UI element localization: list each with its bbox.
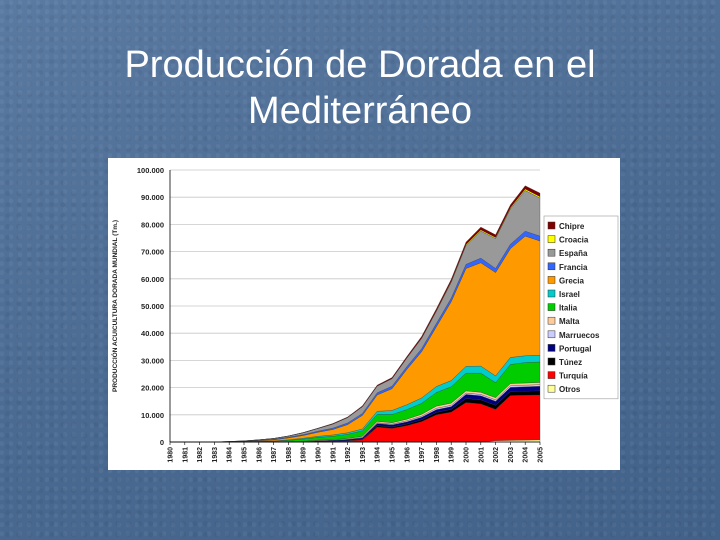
y-tick-label: 60.000: [141, 275, 164, 284]
legend-swatch: [547, 371, 556, 379]
x-tick-label: 1985: [242, 447, 249, 463]
legend-swatch: [547, 276, 556, 284]
legend-swatch: [547, 262, 556, 271]
x-tick-label: 1989: [301, 447, 308, 463]
stacked-area-chart: PRODUCCIÓN ACUICULTURA DORADA MUNDIAL (T…: [110, 166, 619, 463]
x-tick-label: 1992: [345, 447, 352, 463]
legend-label: Portugal: [559, 344, 591, 353]
x-tick-label: 1996: [404, 447, 411, 463]
x-tick-label: 1982: [197, 447, 204, 463]
legend-label: Israel: [559, 290, 580, 299]
legend-swatch: [547, 289, 556, 298]
y-tick-label: 80.000: [141, 220, 164, 229]
x-tick-label: 1987: [271, 447, 278, 463]
legend-label: Chipre: [559, 222, 585, 231]
legend-swatch: [547, 235, 556, 243]
x-tick-label: 1981: [182, 447, 189, 463]
legend-label: Francia: [559, 263, 588, 272]
y-tick-label: 20.000: [141, 384, 164, 393]
legend-label: Italia: [559, 304, 578, 313]
y-tick-label: 90.000: [141, 193, 164, 202]
y-tick-label: 0: [160, 438, 164, 447]
legend-label: España: [559, 249, 588, 258]
legend-swatch: [547, 221, 556, 230]
slide-title: Producción de Dorada en el Mediterráneo: [124, 44, 596, 132]
y-tick-label: 10.000: [141, 411, 164, 420]
x-tick-label: 1991: [330, 447, 337, 463]
x-tick-label: 1997: [419, 447, 426, 463]
x-tick-label: 1994: [375, 447, 382, 463]
legend-label: Grecia: [559, 276, 584, 285]
x-tick-label: 1990: [316, 447, 323, 463]
legend-swatch: [547, 357, 556, 366]
legend-swatch: [547, 316, 556, 325]
x-tick-label: 1998: [434, 447, 441, 463]
x-tick-label: 2002: [493, 447, 500, 463]
legend-box: [543, 215, 619, 400]
x-tick-label: 1993: [360, 447, 367, 463]
legend-label: Malta: [559, 317, 580, 326]
y-tick-label: 30.000: [141, 356, 164, 365]
y-tick-label: 100.000: [137, 166, 164, 175]
legend-label: Túnez: [559, 358, 582, 367]
x-tick-label: 2001: [478, 447, 485, 463]
x-tick-label: 2000: [464, 447, 471, 463]
x-tick-label: 1988: [286, 447, 293, 463]
y-axis-label: PRODUCCIÓN ACUICULTURA DORADA MUNDIAL (T…: [110, 220, 119, 392]
legend-label: Croacia: [559, 236, 589, 245]
legend-swatch: [547, 303, 556, 311]
x-tick-label: 1980: [168, 447, 175, 463]
legend-swatch: [547, 344, 556, 352]
area-series-chipre: [170, 185, 541, 443]
y-tick-label: 40.000: [141, 329, 164, 338]
x-tick-label: 1983: [212, 447, 219, 463]
legend-swatch: [547, 384, 556, 393]
legend-swatch: [547, 330, 556, 339]
legend-label: Otros: [559, 385, 581, 394]
chart-frame: PRODUCCIÓN ACUICULTURA DORADA MUNDIAL (T…: [108, 158, 620, 470]
x-tick-label: 2003: [508, 447, 515, 463]
legend-label: Marruecos: [559, 331, 600, 340]
y-tick-label: 70.000: [141, 248, 164, 257]
legend-label: Turquía: [559, 372, 588, 381]
x-tick-label: 2004: [523, 447, 530, 463]
legend-swatch: [547, 248, 556, 257]
x-tick-label: 1999: [449, 447, 456, 463]
x-tick-label: 2005: [538, 447, 545, 463]
x-tick-label: 1995: [390, 447, 397, 463]
y-tick-label: 50.000: [141, 302, 164, 311]
x-tick-label: 1986: [256, 447, 263, 463]
x-tick-label: 1984: [227, 447, 234, 463]
